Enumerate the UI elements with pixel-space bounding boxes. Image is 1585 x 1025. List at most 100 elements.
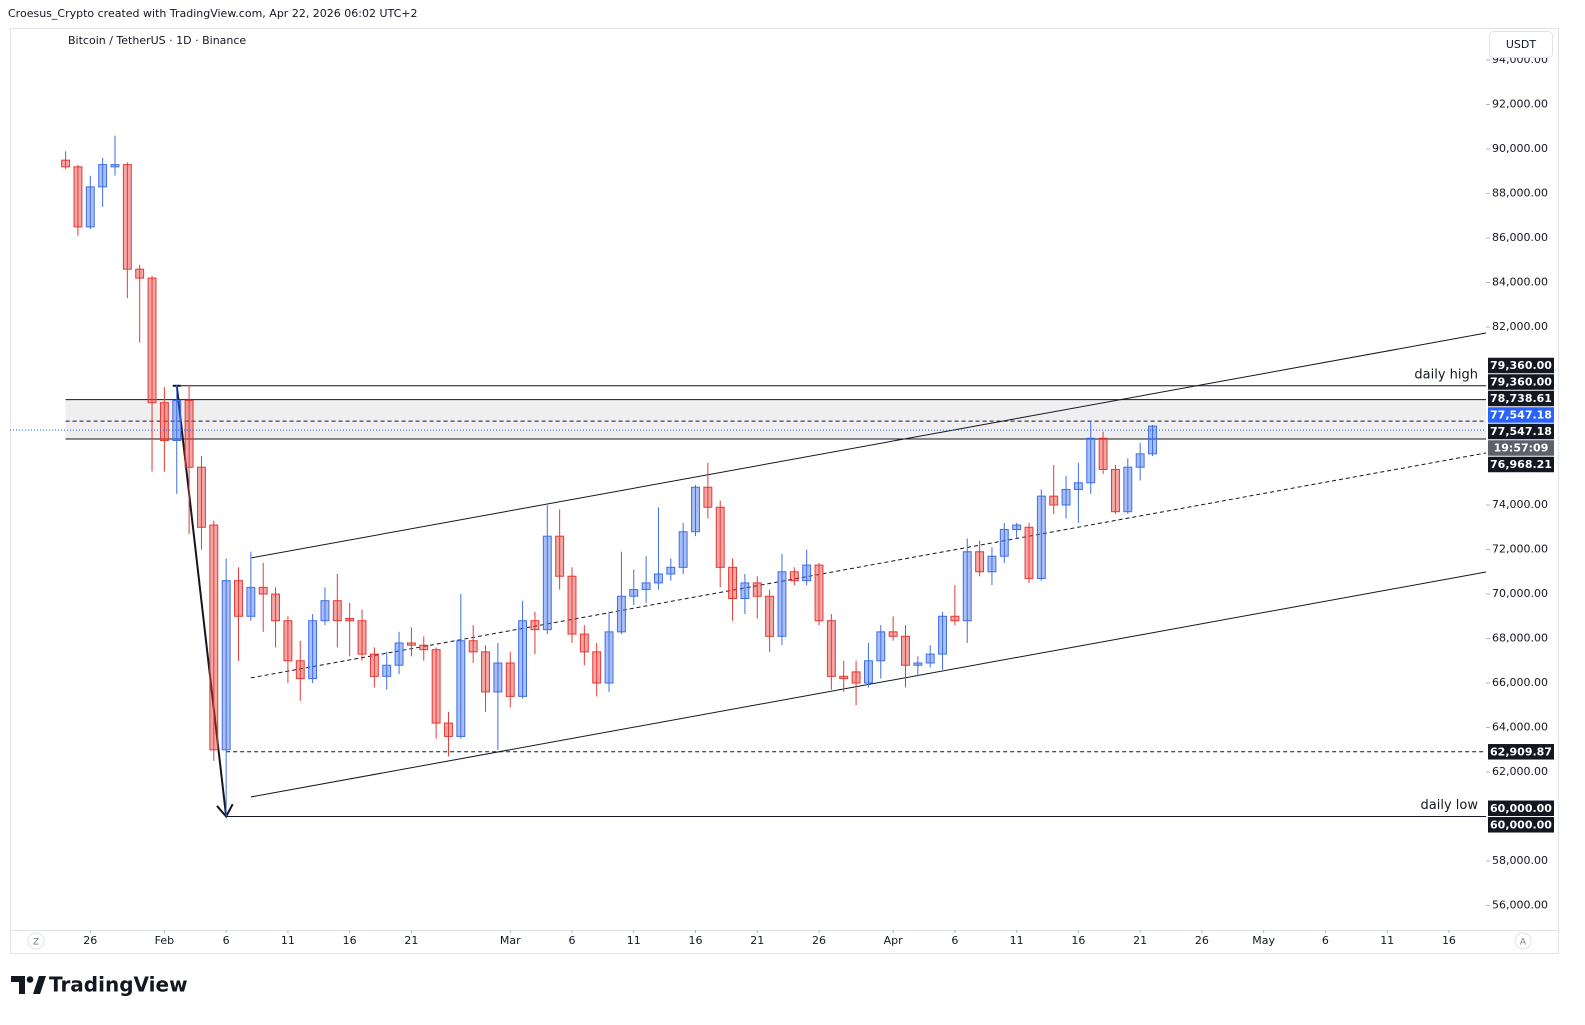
scale-button-label[interactable]: Z [33, 938, 39, 948]
x-tick-label: May [1252, 934, 1275, 947]
y-tick-label: 66,000.00 [1492, 676, 1548, 689]
candle-body [1012, 524, 1022, 531]
y-tick-label: 58,000.00 [1492, 854, 1548, 867]
trendline [250, 452, 1486, 679]
candle-body [406, 642, 416, 646]
candle-body [987, 555, 997, 573]
x-tick-label: 6 [568, 934, 575, 947]
candle-body [1024, 526, 1034, 579]
candle-body [666, 566, 676, 575]
candle-body [616, 595, 626, 633]
price-label-box [1488, 744, 1554, 760]
x-tick-label: 21 [1133, 934, 1147, 947]
y-tick-label: 64,000.00 [1492, 721, 1548, 734]
y-tick-label: 56,000.00 [1492, 899, 1548, 912]
candle-body [1123, 466, 1133, 513]
candle-body [863, 660, 873, 684]
candle-body [802, 564, 812, 582]
x-tick-label: 6 [223, 934, 230, 947]
candle-body [925, 653, 935, 664]
candle-body [789, 571, 799, 582]
x-tick-label: Feb [155, 934, 174, 947]
price-label-box [1488, 407, 1554, 423]
candle-body [876, 631, 886, 662]
candle-body [159, 402, 169, 442]
y-tick-label: 86,000.00 [1492, 231, 1548, 244]
y-tick-label: 70,000.00 [1492, 587, 1548, 600]
candle-body [135, 268, 145, 279]
candle-body [332, 600, 342, 622]
candle-body [246, 586, 256, 617]
candle-body [369, 653, 379, 677]
credit: Croesus_Crypto created with TradingView.… [8, 7, 418, 20]
candle-body [851, 671, 861, 684]
candle-body [752, 582, 762, 597]
candle-body [382, 664, 392, 677]
scale-button[interactable] [27, 932, 45, 950]
candle-body [271, 593, 281, 622]
x-tick-label: 16 [343, 934, 357, 947]
zone [65, 399, 1486, 439]
x-tick-label: 21 [404, 934, 418, 947]
price-label: 77,547.18 [1490, 425, 1552, 438]
candle-body [901, 635, 910, 666]
candle-body [1086, 437, 1096, 484]
candle-body [468, 640, 478, 653]
price-label: 79,360.00 [1490, 375, 1552, 388]
auto-button-label[interactable]: A [1520, 938, 1527, 948]
y-tick-label: 74,000.00 [1492, 498, 1548, 511]
candle-body [258, 586, 268, 595]
x-tick-label: 11 [1010, 934, 1024, 947]
arrow-head [216, 803, 234, 819]
candle-body [209, 524, 219, 751]
price-label-box [1488, 423, 1554, 440]
candle-body [320, 600, 330, 622]
currency[interactable]: USDT [1506, 38, 1537, 51]
candle-body [592, 651, 602, 684]
candle-body [357, 620, 367, 655]
candle-body [1061, 488, 1071, 506]
x-tick-label: 16 [1442, 934, 1456, 947]
candle-body [691, 486, 700, 533]
candle-body [345, 618, 355, 622]
candle-body [703, 486, 713, 508]
y-tick-label: 88,000.00 [1492, 187, 1548, 200]
candle-body [444, 722, 453, 737]
candle-body [777, 571, 787, 637]
y-tick-label: 68,000.00 [1492, 632, 1548, 645]
candle-body [419, 644, 429, 651]
price-label: 79,360.00 [1490, 359, 1552, 372]
y-tick-label: 82,000.00 [1492, 320, 1548, 333]
x-tick-label: 11 [281, 934, 295, 947]
x-tick-label: 6 [1322, 934, 1329, 947]
trendline [250, 332, 1486, 559]
candle-body [629, 589, 639, 597]
x-tick-label: 26 [83, 934, 97, 947]
candle-body [999, 529, 1009, 557]
candle-body [61, 159, 71, 168]
x-tick-label: Apr [884, 934, 904, 947]
currency-button[interactable] [1489, 31, 1553, 58]
candle-body [172, 399, 182, 442]
y-tick-label: 92,000.00 [1492, 98, 1548, 111]
level-label: daily high [1414, 367, 1478, 382]
price-label-box [1488, 817, 1554, 833]
candle-body [530, 620, 540, 631]
x-tick-label: 11 [627, 934, 641, 947]
candle-body [826, 620, 836, 677]
price-label: 62,909.87 [1490, 745, 1552, 758]
price-label: 19:57:09 [1494, 441, 1549, 454]
y-tick-label: 62,000.00 [1492, 765, 1548, 778]
candle-body [1049, 495, 1059, 506]
candle-body [814, 564, 824, 622]
candle-body [715, 506, 725, 568]
candle-body [85, 186, 95, 228]
x-tick-label: 16 [1071, 934, 1085, 947]
candle-body [234, 580, 243, 617]
candle-body [950, 615, 960, 622]
price-label-box [1488, 357, 1554, 374]
candle-body [567, 575, 577, 635]
auto-button[interactable] [1514, 932, 1532, 950]
axes: 94,000.0092,000.0090,000.0088,000.0086,0… [83, 53, 1548, 947]
